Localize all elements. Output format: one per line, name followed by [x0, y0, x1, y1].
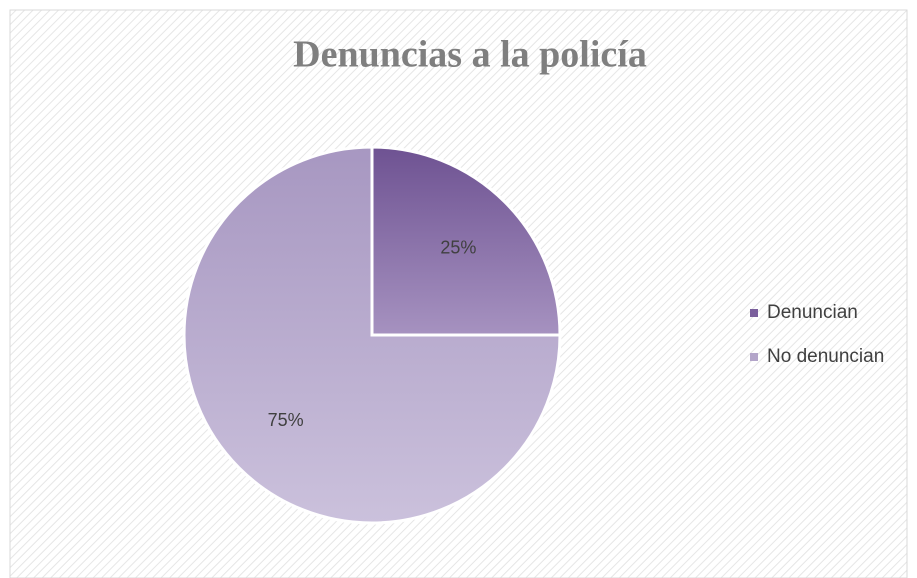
pie-slice [182, 145, 562, 525]
data-label: 25% [440, 237, 476, 257]
legend: Denuncian No denuncian [750, 302, 884, 367]
chart-title: Denuncias a la policía [293, 34, 647, 76]
legend-label: No denuncian [767, 346, 884, 367]
legend-swatch [750, 309, 758, 317]
pie: 25% 75% [182, 145, 562, 525]
pie-slice [370, 145, 562, 337]
legend-label: Denuncian [767, 302, 858, 323]
data-label: 75% [268, 410, 304, 430]
legend-swatch [750, 353, 758, 361]
